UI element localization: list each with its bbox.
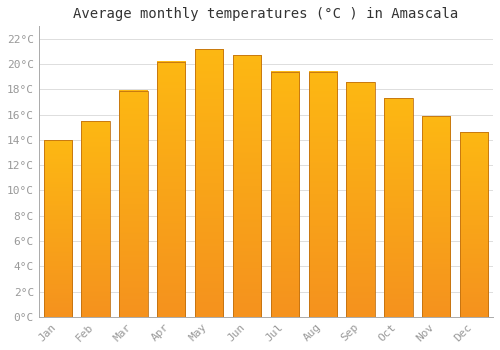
Bar bbox=[82, 121, 110, 317]
Bar bbox=[422, 116, 450, 317]
Bar bbox=[270, 72, 299, 317]
Bar bbox=[460, 132, 488, 317]
Bar bbox=[44, 140, 72, 317]
Bar bbox=[233, 55, 261, 317]
Bar bbox=[308, 72, 337, 317]
Title: Average monthly temperatures (°C ) in Amascala: Average monthly temperatures (°C ) in Am… bbox=[74, 7, 458, 21]
Bar bbox=[195, 49, 224, 317]
Bar bbox=[346, 82, 375, 317]
Bar bbox=[384, 98, 412, 317]
Bar bbox=[157, 62, 186, 317]
Bar bbox=[119, 91, 148, 317]
